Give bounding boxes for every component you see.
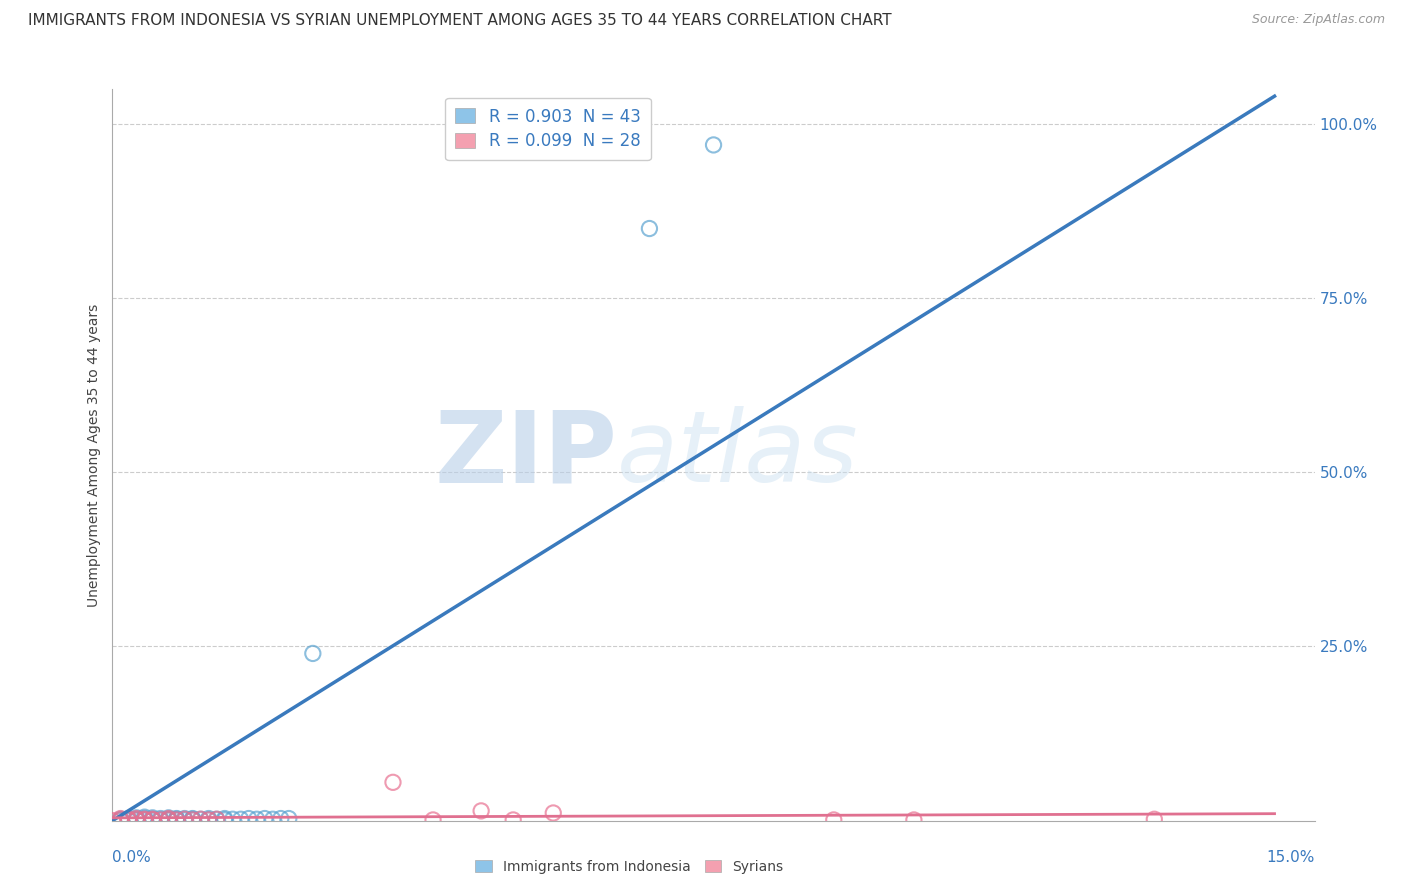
Point <box>502 813 524 827</box>
Point <box>181 813 204 827</box>
Legend: Immigrants from Indonesia, Syrians: Immigrants from Indonesia, Syrians <box>470 855 789 880</box>
Point <box>134 813 156 827</box>
Point <box>125 813 148 827</box>
Point <box>253 812 276 826</box>
Text: atlas: atlas <box>617 407 859 503</box>
Point <box>229 812 252 826</box>
Point <box>141 812 163 826</box>
Point <box>543 805 565 820</box>
Point <box>205 812 228 826</box>
Point <box>422 813 444 827</box>
Point <box>702 137 725 152</box>
Point <box>205 812 228 826</box>
Text: IMMIGRANTS FROM INDONESIA VS SYRIAN UNEMPLOYMENT AMONG AGES 35 TO 44 YEARS CORRE: IMMIGRANTS FROM INDONESIA VS SYRIAN UNEM… <box>28 13 891 29</box>
Point <box>382 775 405 789</box>
Point <box>214 812 236 826</box>
Point <box>302 647 325 661</box>
Point <box>823 813 845 827</box>
Point <box>149 813 172 827</box>
Point <box>903 813 925 827</box>
Point <box>638 221 661 235</box>
Point <box>125 811 148 825</box>
Point <box>181 812 204 826</box>
Point <box>238 812 260 826</box>
Point <box>173 812 195 826</box>
Point <box>277 812 299 826</box>
Point <box>166 812 188 826</box>
Point <box>141 812 163 826</box>
Point <box>110 813 132 827</box>
Point <box>197 812 219 826</box>
Point <box>149 812 172 826</box>
Point <box>246 812 269 826</box>
Point <box>134 813 156 827</box>
Point <box>190 812 212 826</box>
Point <box>157 812 180 826</box>
Point <box>117 814 139 828</box>
Point <box>157 812 180 826</box>
Point <box>173 813 195 827</box>
Point <box>141 813 163 827</box>
Point <box>181 812 204 826</box>
Point <box>270 812 292 826</box>
Point <box>1143 812 1166 826</box>
Point <box>110 812 132 826</box>
Point <box>222 812 245 826</box>
Point <box>166 812 188 826</box>
Point <box>166 813 188 827</box>
Point <box>134 812 156 826</box>
Text: ZIP: ZIP <box>434 407 617 503</box>
Point <box>149 813 172 827</box>
Point <box>262 812 284 826</box>
Point <box>125 813 148 827</box>
Point <box>157 813 180 827</box>
Point <box>173 812 195 826</box>
Y-axis label: Unemployment Among Ages 35 to 44 years: Unemployment Among Ages 35 to 44 years <box>87 303 101 607</box>
Point <box>101 814 124 828</box>
Point <box>197 813 219 827</box>
Point <box>157 813 180 827</box>
Point <box>190 812 212 826</box>
Text: 0.0%: 0.0% <box>112 850 152 865</box>
Point <box>110 812 132 826</box>
Text: Source: ZipAtlas.com: Source: ZipAtlas.com <box>1251 13 1385 27</box>
Point <box>134 812 156 826</box>
Point <box>125 812 148 826</box>
Point <box>110 814 132 828</box>
Point <box>125 812 148 826</box>
Point <box>117 812 139 826</box>
Point <box>157 811 180 825</box>
Point <box>134 810 156 824</box>
Point <box>117 812 139 826</box>
Point <box>117 813 139 827</box>
Point <box>470 804 492 818</box>
Point <box>166 813 188 827</box>
Text: 15.0%: 15.0% <box>1267 850 1315 865</box>
Point <box>181 813 204 827</box>
Point <box>141 811 163 825</box>
Point <box>214 813 236 827</box>
Point <box>141 813 163 827</box>
Point <box>197 813 219 827</box>
